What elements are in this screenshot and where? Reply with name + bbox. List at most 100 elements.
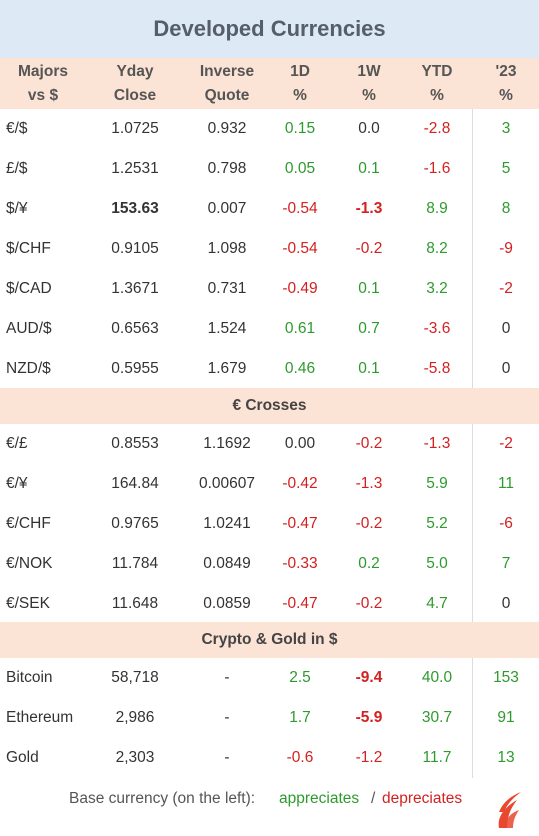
table-row: AUD/$ 0.6563 1.524 0.61 0.7 -3.6 0 bbox=[0, 309, 539, 349]
cell-close: 153.63 bbox=[111, 200, 159, 217]
table-title: Developed Currencies bbox=[0, 0, 539, 58]
cell-pair: NZD/$ bbox=[6, 360, 51, 377]
cell-ytd: -3.6 bbox=[423, 320, 451, 337]
cell-y23: 13 bbox=[497, 749, 515, 766]
cell-w1: 0.1 bbox=[358, 280, 380, 297]
cell-w1: -1.2 bbox=[355, 749, 383, 766]
section-crosses-header: € Crosses bbox=[0, 388, 539, 424]
legend-depreciates: depreciates bbox=[382, 790, 463, 807]
cell-d1: -0.33 bbox=[282, 555, 318, 572]
cell-ytd: 30.7 bbox=[421, 709, 453, 726]
cell-inverse: 0.798 bbox=[207, 160, 247, 177]
cell-inverse: 1.679 bbox=[207, 360, 247, 377]
table-row: $/¥ 153.63 0.007 -0.54 -1.3 8.9 8 bbox=[0, 189, 539, 229]
cell-inverse: 0.007 bbox=[207, 200, 247, 217]
cell-close: 11.784 bbox=[111, 555, 159, 572]
cell-y23: 5 bbox=[501, 160, 511, 177]
cell-close: 11.648 bbox=[111, 595, 159, 612]
cell-pair: €/CHF bbox=[6, 515, 51, 532]
column-divider bbox=[472, 424, 473, 622]
cell-inverse: 1.1692 bbox=[203, 435, 251, 452]
table-row: $/CAD 1.3671 0.731 -0.49 0.1 3.2 -2 bbox=[0, 269, 539, 309]
cell-close: 0.9765 bbox=[111, 515, 159, 532]
column-divider bbox=[472, 109, 473, 388]
header-2023: '23% bbox=[495, 62, 517, 104]
cell-d1: -0.47 bbox=[282, 515, 318, 532]
cell-y23: 153 bbox=[493, 669, 519, 686]
cell-close: 0.6563 bbox=[111, 320, 159, 337]
cell-y23: -2 bbox=[499, 280, 513, 297]
cell-pair: Ethereum bbox=[6, 709, 74, 726]
cell-inverse: 0.932 bbox=[207, 120, 247, 137]
table-row: €/£ 0.8553 1.1692 0.00 -0.2 -1.3 -2 bbox=[0, 424, 539, 464]
cell-d1: 0.61 bbox=[284, 320, 316, 337]
cell-inverse: 1.524 bbox=[207, 320, 247, 337]
cell-y23: 0 bbox=[501, 595, 511, 612]
cell-w1: 0.1 bbox=[358, 360, 380, 377]
cell-y23: 3 bbox=[501, 120, 511, 137]
cell-y23: -9 bbox=[499, 240, 513, 257]
table-row: €/$ 1.0725 0.932 0.15 0.0 -2.8 3 bbox=[0, 109, 539, 149]
table-row: Ethereum 2,986 - 1.7 -5.9 30.7 91 bbox=[0, 698, 539, 738]
cell-w1: -0.2 bbox=[355, 435, 383, 452]
cell-pair: €/NOK bbox=[6, 555, 53, 572]
cell-y23: 8 bbox=[501, 200, 511, 217]
column-header-row: Majors vs $ Yday Close Inverse Quote 1D% 1W… bbox=[0, 58, 539, 109]
legend-footer: Base currency (on the left): appreciates… bbox=[0, 787, 539, 813]
cell-ytd: 5.0 bbox=[426, 555, 448, 572]
cell-pair: $/CAD bbox=[6, 280, 52, 297]
cell-pair: £/$ bbox=[6, 160, 28, 177]
cell-pair: €/$ bbox=[6, 120, 28, 137]
cell-pair: €/SEK bbox=[6, 595, 50, 612]
cell-ytd: -5.8 bbox=[423, 360, 451, 377]
cell-ytd: -1.6 bbox=[423, 160, 451, 177]
legend-slash: / bbox=[371, 790, 376, 807]
cell-y23: -6 bbox=[499, 515, 513, 532]
cell-close: 1.0725 bbox=[111, 120, 159, 137]
cell-d1: 0.15 bbox=[284, 120, 316, 137]
cell-close: 0.8553 bbox=[111, 435, 159, 452]
cell-inverse: 1.0241 bbox=[203, 515, 251, 532]
cell-d1: -0.49 bbox=[282, 280, 318, 297]
cell-ytd: 40.0 bbox=[421, 669, 453, 686]
cell-inverse: 0.0849 bbox=[203, 555, 251, 572]
table-row: £/$ 1.2531 0.798 0.05 0.1 -1.6 5 bbox=[0, 149, 539, 189]
cell-d1: -0.42 bbox=[282, 475, 318, 492]
cell-d1: -0.47 bbox=[282, 595, 318, 612]
cell-inverse: - bbox=[224, 669, 230, 686]
table-row: €/CHF 0.9765 1.0241 -0.47 -0.2 5.2 -6 bbox=[0, 504, 539, 544]
cell-d1: -0.6 bbox=[286, 749, 314, 766]
legend-appreciates: appreciates bbox=[279, 790, 360, 807]
cell-pair: €/¥ bbox=[6, 475, 28, 492]
cell-ytd: 4.7 bbox=[426, 595, 448, 612]
header-1w: 1W% bbox=[357, 62, 381, 104]
cell-w1: 0.2 bbox=[358, 555, 380, 572]
cell-ytd: -2.8 bbox=[423, 120, 451, 137]
legend-prefix: Base currency (on the left): bbox=[69, 790, 256, 807]
cell-w1: -0.2 bbox=[355, 515, 383, 532]
cell-ytd: 11.7 bbox=[422, 749, 452, 766]
cell-close: 0.9105 bbox=[111, 240, 159, 257]
table-row: NZD/$ 0.5955 1.679 0.46 0.1 -5.8 0 bbox=[0, 349, 539, 389]
section-crypto-header: Crypto & Gold in $ bbox=[0, 622, 539, 658]
cell-y23: 0 bbox=[501, 360, 511, 377]
cell-w1: 0.0 bbox=[358, 120, 380, 137]
cell-pair: Gold bbox=[6, 749, 39, 766]
cell-pair: $/¥ bbox=[6, 200, 28, 217]
cell-w1: -1.3 bbox=[355, 200, 383, 217]
header-pair: Majors vs $ bbox=[18, 62, 68, 104]
cell-w1: -0.2 bbox=[355, 240, 383, 257]
flame-logo-icon bbox=[498, 792, 521, 828]
cell-inverse: 0.731 bbox=[207, 280, 247, 297]
table-row: €/¥ 164.84 0.00607 -0.42 -1.3 5.9 11 bbox=[0, 464, 539, 504]
cell-close: 2,303 bbox=[115, 749, 155, 766]
cell-inverse: 1.098 bbox=[207, 240, 247, 257]
header-ytd: YTD% bbox=[421, 62, 453, 104]
cell-y23: 91 bbox=[497, 709, 515, 726]
header-inverse: Inverse Quote bbox=[199, 62, 255, 104]
cell-inverse: - bbox=[224, 749, 230, 766]
cell-close: 1.2531 bbox=[111, 160, 159, 177]
cell-ytd: 5.2 bbox=[426, 515, 448, 532]
cell-w1: 0.7 bbox=[358, 320, 380, 337]
cell-d1: 2.5 bbox=[289, 669, 311, 686]
